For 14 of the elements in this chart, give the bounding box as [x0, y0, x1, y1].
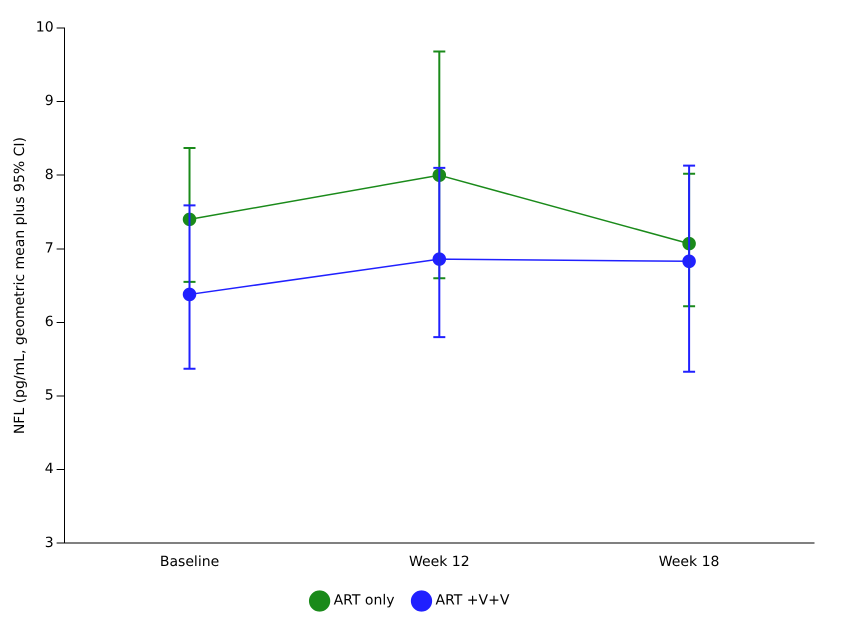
legend-label: ART only	[334, 592, 395, 609]
y-axis-title: NFL (pg/mL, geometric mean plus 95% CI)	[12, 137, 28, 434]
y-tick-label: 10	[36, 20, 54, 36]
y-tick-label: 8	[44, 166, 54, 183]
y-tick-label: 9	[44, 93, 54, 110]
y-tick-label: 5	[44, 388, 54, 404]
x-tick-label: Baseline	[160, 554, 220, 570]
y-tick-label: 3	[44, 534, 54, 551]
y-tick-label: 4	[44, 461, 54, 478]
y-tick-label: 6	[44, 314, 54, 330]
x-tick-label: Week 12	[408, 554, 470, 570]
y-tick-label: 7	[44, 240, 54, 256]
x-tick-label: Week 18	[658, 554, 720, 570]
legend-label: ART +V+V	[436, 592, 510, 609]
